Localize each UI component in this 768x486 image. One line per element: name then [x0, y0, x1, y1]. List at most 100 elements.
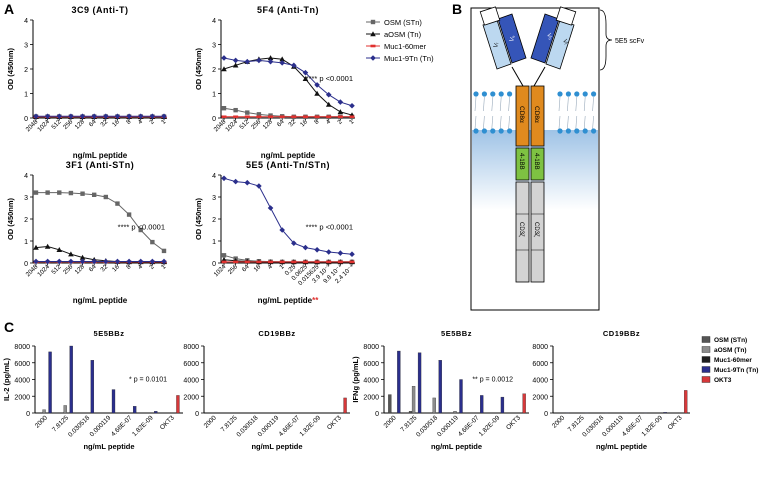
data-point [103, 258, 109, 265]
lipid-head [481, 91, 487, 97]
data-point [33, 190, 39, 195]
legend-label: OSM (STn) [384, 18, 422, 27]
y-tick-label: 0 [212, 116, 216, 123]
data-point [256, 183, 262, 189]
lipid-tail [508, 115, 510, 130]
data-point [302, 115, 308, 119]
panel-label-c: C [4, 319, 14, 335]
y-tick-label: 1 [24, 92, 28, 99]
lipid-tail [499, 115, 502, 130]
lipid-head [582, 91, 588, 97]
data-point [302, 69, 309, 76]
car-diagram: Vₗ Vₕ Vₗ Vₕ CD8α CD8α 4-1BB 4-1BB CD3ζ CD3ζ 5E5 sc… [470, 6, 645, 311]
x-tick-label: 7.8125 [220, 414, 239, 433]
vl-label-right: Vₗ [561, 39, 568, 46]
data-point [349, 260, 355, 264]
data-point [232, 178, 239, 185]
lipid-head [473, 91, 479, 97]
y-tick-label: 2000 [532, 394, 548, 401]
data-point [44, 113, 51, 120]
data-point [44, 258, 51, 265]
data-point [79, 258, 86, 265]
x-tick-label: 2 [148, 118, 156, 126]
bar [42, 409, 46, 414]
data-point [314, 115, 320, 119]
data-point [56, 258, 63, 265]
lipid-tail [491, 96, 494, 112]
cd8a-right [530, 85, 545, 147]
x-tick-label: 256 [62, 118, 75, 131]
data-point [33, 113, 39, 120]
data-point [267, 58, 274, 65]
data-point [221, 106, 227, 111]
data-point [91, 113, 97, 120]
y-tick-label: 0 [195, 411, 199, 418]
x-tick-label: 512 [50, 118, 63, 131]
y-tick-label: 3 [212, 43, 216, 50]
legend-label: Muc1-9Tn (Tn) [384, 54, 434, 63]
vh-domain-left [497, 13, 527, 64]
x-tick-label: 7.8125 [399, 414, 418, 433]
data-point [44, 243, 51, 249]
data-point [150, 239, 155, 245]
p-value-annotation: ** p = 0.0012 [472, 377, 513, 384]
x-tick-label: 16 [111, 118, 121, 128]
y-tick-label: 0 [212, 261, 216, 268]
x-tick-label: 32 [287, 118, 297, 128]
data-point [370, 31, 376, 37]
lipid-tail [508, 96, 510, 112]
x-tick-label: 2000 [551, 414, 566, 429]
bar [388, 394, 392, 414]
x-tick-label: 1 [278, 263, 286, 271]
lipid-tail [575, 96, 578, 112]
x-axis-label: ng/mL peptide [73, 151, 128, 160]
cd8a-left [515, 85, 530, 147]
bar [90, 360, 95, 414]
lipid-head [582, 128, 588, 134]
data-point [302, 76, 309, 81]
data-point [79, 254, 86, 260]
x-axis-label: ng/mL peptide [83, 442, 134, 451]
scfv-brace [599, 9, 613, 71]
x-tick-label: OKT3 [667, 414, 684, 431]
x-tick-label: 8 [313, 118, 321, 126]
x-axis-label: ng/mL peptide** [258, 296, 320, 305]
bar [684, 390, 688, 414]
lipid-head [574, 91, 580, 97]
lipid-tail [592, 115, 594, 130]
lipid-head [565, 128, 572, 134]
data-point [33, 244, 39, 250]
data-point [221, 55, 227, 61]
data-point [161, 248, 167, 254]
data-point [233, 260, 239, 264]
cd8a-label-left: CD8α [518, 106, 525, 123]
y-axis-label: IFNg (pg/mL) [351, 356, 360, 403]
x-tick-label: 64 [241, 263, 251, 273]
lipid-head [557, 128, 563, 134]
data-point [103, 113, 109, 120]
x-tick-label: 8 [125, 263, 133, 271]
data-point [279, 60, 285, 66]
x-tick-label: 128 [74, 118, 87, 131]
x-tick-label: 0.000119 [257, 414, 281, 438]
y-tick-label: 4000 [14, 378, 30, 385]
bb-right [530, 147, 545, 181]
bar [154, 411, 158, 414]
y-tick-label: 0 [375, 411, 379, 418]
bar [69, 345, 73, 414]
x-axis-label: ng/mL peptide [596, 442, 647, 451]
bb-label-left: 4-1BB [518, 153, 524, 170]
data-point [326, 115, 332, 119]
lipid-head [507, 91, 513, 97]
data-point [291, 260, 297, 264]
x-tick-label: 256 [227, 263, 240, 276]
x-tick-label: 4 [325, 118, 333, 126]
cd3z-left [515, 181, 530, 283]
data-point [103, 194, 109, 200]
chart-title: 5E5BBz [441, 329, 472, 338]
x-tick-label: 2000 [383, 414, 398, 429]
series-line [223, 57, 353, 116]
lipid-tail [558, 96, 561, 112]
legend-label: Muc1-60mer [714, 357, 752, 364]
